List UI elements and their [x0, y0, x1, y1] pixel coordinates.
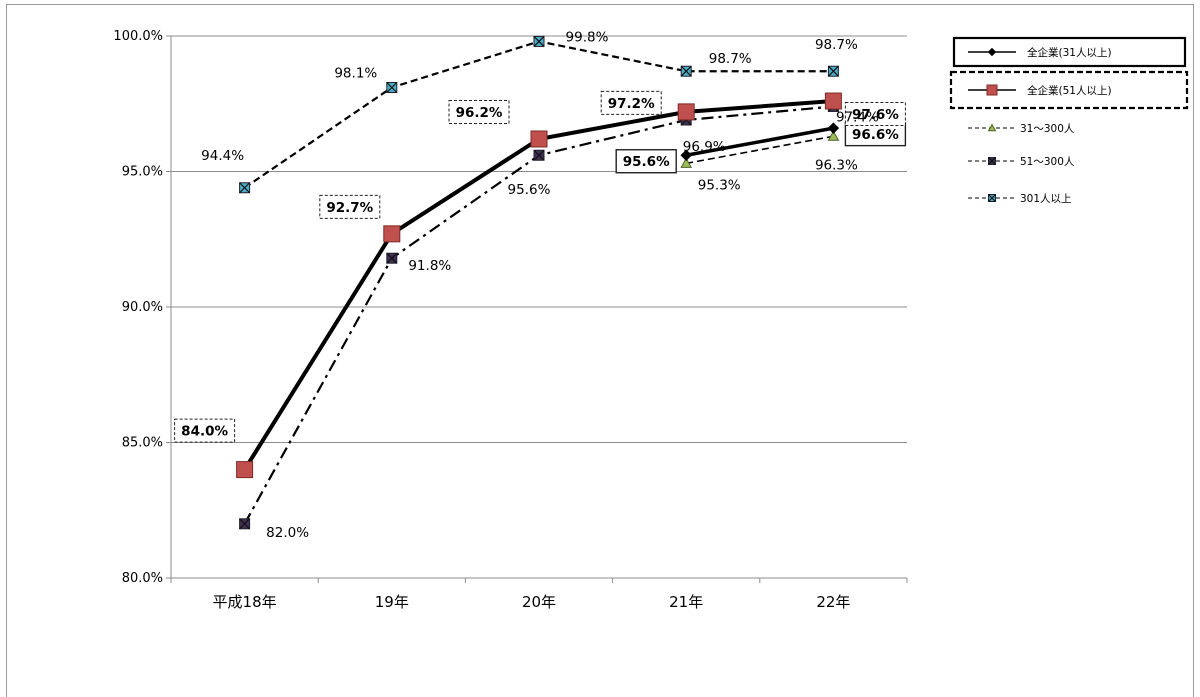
- data-point: [239, 518, 251, 530]
- series-line-3: [243, 105, 834, 525]
- data-point: [383, 225, 401, 243]
- data-labels: 95.6% 96.6% 84.0% 92.7% 96.2% 97.2% 97.6% 95.3%…: [174, 29, 907, 541]
- y-tick-label: 100.0%: [113, 29, 163, 44]
- data-label: 95.6%: [508, 182, 551, 198]
- data-point: [680, 65, 692, 77]
- data-label-box: [844, 102, 906, 127]
- legend-label: 全企業(31人以上): [1027, 46, 1112, 59]
- data-label-box: [615, 149, 677, 174]
- data-point: [677, 103, 695, 121]
- data-label: 97.4%: [836, 109, 879, 125]
- data-label-box: [319, 194, 381, 219]
- data-label: 84.0%: [181, 424, 228, 440]
- data-label-box: [448, 99, 510, 124]
- x-tick-label: 22年: [816, 593, 850, 611]
- legend-marker: [988, 157, 996, 165]
- data-point: [530, 130, 548, 148]
- data-label: 99.8%: [566, 29, 609, 45]
- legend-label: 51～300人: [1020, 156, 1075, 168]
- y-tick-label: 95.0%: [122, 165, 163, 180]
- legend-label: 31～300人: [1020, 123, 1075, 135]
- data-label: 98.7%: [709, 51, 752, 67]
- x-tick-label: 20年: [522, 593, 556, 611]
- data-label: 94.4%: [201, 148, 244, 164]
- legend: 全企業(31人以上) 全企業(51人以上) 31～300人 51～300人 301人以上: [949, 36, 1189, 205]
- data-point: [236, 461, 254, 479]
- data-label: 96.9%: [683, 139, 726, 155]
- data-label: 82.0%: [266, 525, 309, 541]
- gridlines: [171, 35, 907, 443]
- series-markers: [236, 35, 842, 530]
- data-point: [533, 35, 545, 47]
- y-tick-label: 80.0%: [122, 571, 163, 586]
- data-point: [533, 149, 545, 161]
- data-point: [239, 182, 251, 194]
- series-line-2: [686, 135, 834, 165]
- tick-labels: 80.0% 85.0% 90.0% 95.0% 100.0% 平成18年 19年 20年 21年…: [113, 29, 850, 611]
- data-point: [827, 130, 840, 141]
- legend-marker: [987, 123, 997, 132]
- legend-box: [952, 36, 1187, 68]
- data-label: 97.6%: [852, 107, 899, 123]
- series-line-0: [685, 126, 834, 157]
- data-point: [386, 252, 398, 264]
- x-tick-label: 21年: [669, 593, 703, 611]
- data-point: [386, 81, 398, 93]
- data-point: [827, 65, 839, 77]
- data-point: [680, 149, 692, 161]
- x-tick-label: 19年: [375, 593, 409, 611]
- data-point: [680, 157, 693, 168]
- legend-marker: [987, 47, 997, 57]
- legend-marker: [988, 194, 996, 202]
- data-label: 96.6%: [852, 127, 899, 143]
- data-label: 96.3%: [815, 157, 858, 173]
- legend-label: 全企業(51人以上): [1027, 84, 1112, 97]
- data-label-box: [600, 90, 662, 115]
- series-lines: [242, 40, 834, 525]
- legend-marker: [986, 84, 998, 96]
- legend-label: 301人以上: [1020, 193, 1072, 205]
- data-label: 98.1%: [334, 65, 377, 81]
- data-label: 96.2%: [456, 105, 503, 121]
- axes: [166, 35, 908, 583]
- data-label: 91.8%: [408, 258, 451, 274]
- data-label: 97.2%: [608, 96, 655, 112]
- chart-frame: [6, 4, 1194, 697]
- data-label: 95.6%: [623, 154, 670, 170]
- data-label: 98.7%: [815, 37, 858, 53]
- x-tick-label: 平成18年: [213, 593, 277, 611]
- data-label: 95.3%: [698, 177, 741, 193]
- y-tick-label: 85.0%: [122, 436, 163, 451]
- y-tick-label: 90.0%: [122, 300, 163, 315]
- data-point: [827, 122, 840, 134]
- data-label-box: [174, 418, 236, 443]
- data-point: [824, 92, 842, 110]
- data-label: 92.7%: [326, 200, 373, 216]
